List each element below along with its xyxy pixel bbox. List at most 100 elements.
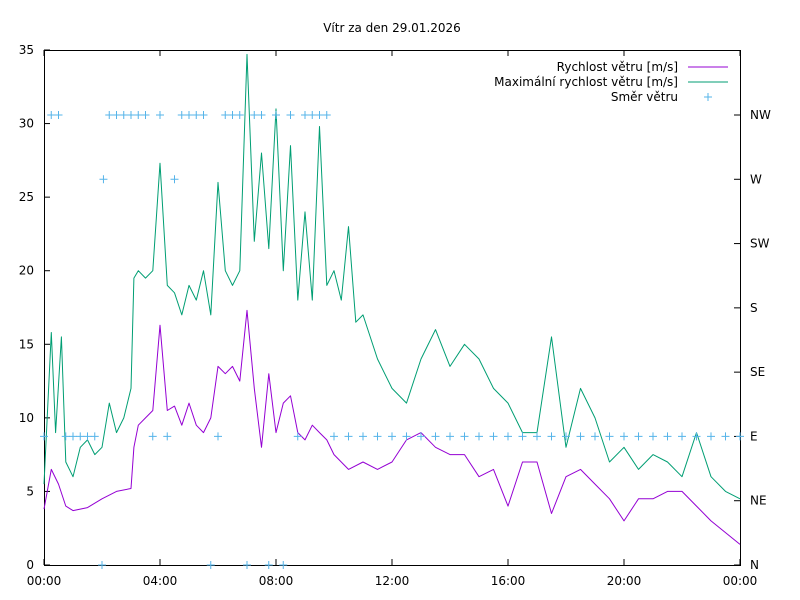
direction-point <box>533 432 541 441</box>
y-left-tick-label: 0 <box>26 558 34 572</box>
direction-point <box>475 432 483 441</box>
direction-point <box>649 432 657 441</box>
plot-frame <box>44 50 741 566</box>
direction-point <box>678 432 686 441</box>
direction-point <box>90 432 99 441</box>
y-left-tick-label: 25 <box>19 190 34 204</box>
direction-point <box>105 111 114 119</box>
legend-label: Maximální rychlost větru [m/s] <box>494 75 678 89</box>
direction-point <box>47 111 56 119</box>
direction-point <box>177 111 186 119</box>
direction-point <box>330 432 338 441</box>
direction-point <box>119 111 128 119</box>
direction-point <box>250 111 259 119</box>
direction-point <box>148 432 157 441</box>
direction-point <box>388 432 396 441</box>
direction-point <box>591 432 599 441</box>
series-line-speed <box>43 309 741 545</box>
y-right-tick-label: NE <box>750 494 767 508</box>
direction-point <box>40 432 48 441</box>
y-left-tick-label: 15 <box>19 337 34 351</box>
direction-point <box>308 111 317 119</box>
y-left-tick-label: 5 <box>26 484 34 498</box>
y-right-tick-label: S <box>750 301 758 315</box>
y-right-tick-label: N <box>750 558 759 572</box>
direction-point <box>141 111 150 119</box>
y-left-tick-label: 35 <box>19 43 34 57</box>
x-tick-label: 20:00 <box>607 574 642 588</box>
direction-point <box>228 111 237 119</box>
y-left-tick-label: 20 <box>19 264 34 278</box>
y-right-tick-label: W <box>750 172 762 186</box>
legend-label: Rychlost větru [m/s] <box>557 60 678 74</box>
direction-point <box>322 111 331 119</box>
x-tick-label: 08:00 <box>259 574 294 588</box>
direction-point <box>163 432 172 441</box>
direction-point <box>257 111 266 119</box>
direction-point <box>417 432 425 441</box>
direction-point <box>199 111 208 119</box>
direction-point <box>707 432 715 441</box>
direction-point <box>192 111 201 119</box>
series-direction-markers <box>40 111 744 569</box>
y-left-tick-label: 30 <box>19 117 34 131</box>
direction-point <box>76 432 85 441</box>
direction-point <box>663 432 672 441</box>
direction-point <box>83 432 92 441</box>
direction-point <box>54 111 63 119</box>
direction-point <box>518 432 527 441</box>
direction-point <box>562 432 570 441</box>
direction-point <box>431 432 440 441</box>
direction-point <box>301 111 309 119</box>
x-tick-label: 00:00 <box>723 574 758 588</box>
series-layer <box>40 53 744 569</box>
direction-point <box>634 432 643 441</box>
direction-point <box>504 432 512 441</box>
y-right-tick-label: NW <box>750 108 771 122</box>
direction-point <box>402 432 411 441</box>
direction-point <box>185 111 193 119</box>
axes-layer: 0 5 10 15 20 25 30 35 N NE E SE S SW W NW 00:00 04:00 08:0… <box>19 43 771 588</box>
direction-point <box>736 432 744 441</box>
direction-point <box>272 111 280 119</box>
direction-point <box>206 561 215 569</box>
direction-point <box>692 432 701 441</box>
direction-point <box>235 111 244 119</box>
direction-point <box>170 175 179 184</box>
direction-point <box>293 432 302 441</box>
x-tick-label: 00:00 <box>27 574 62 588</box>
direction-point <box>243 561 251 569</box>
direction-point <box>127 111 135 119</box>
direction-point <box>489 432 498 441</box>
direction-point <box>446 432 454 441</box>
direction-point <box>279 561 288 569</box>
direction-point <box>134 111 143 119</box>
legend-marker <box>704 93 712 101</box>
direction-point <box>620 432 628 441</box>
direction-point <box>460 432 469 441</box>
direction-point <box>69 432 77 441</box>
direction-point <box>576 432 585 441</box>
direction-point <box>315 111 324 119</box>
series-line-max-speed <box>43 53 741 500</box>
direction-point <box>547 432 556 441</box>
y-right-tick-label: SE <box>750 365 765 379</box>
direction-point <box>156 111 164 119</box>
direction-point <box>373 432 382 441</box>
y-right-tick-label: SW <box>750 237 770 251</box>
direction-point <box>264 561 273 569</box>
y-right-tick-label: E <box>750 429 758 443</box>
direction-point <box>61 432 70 441</box>
direction-point <box>605 432 614 441</box>
x-tick-label: 12:00 <box>375 574 410 588</box>
direction-point <box>214 432 222 441</box>
direction-point <box>98 561 106 569</box>
direction-point <box>112 111 121 119</box>
x-tick-label: 04:00 <box>143 574 178 588</box>
chart-title: Vítr za den 29.01.2026 <box>323 21 461 35</box>
y-left-tick-label: 10 <box>19 411 34 425</box>
direction-point <box>221 111 230 119</box>
direction-point <box>344 432 353 441</box>
